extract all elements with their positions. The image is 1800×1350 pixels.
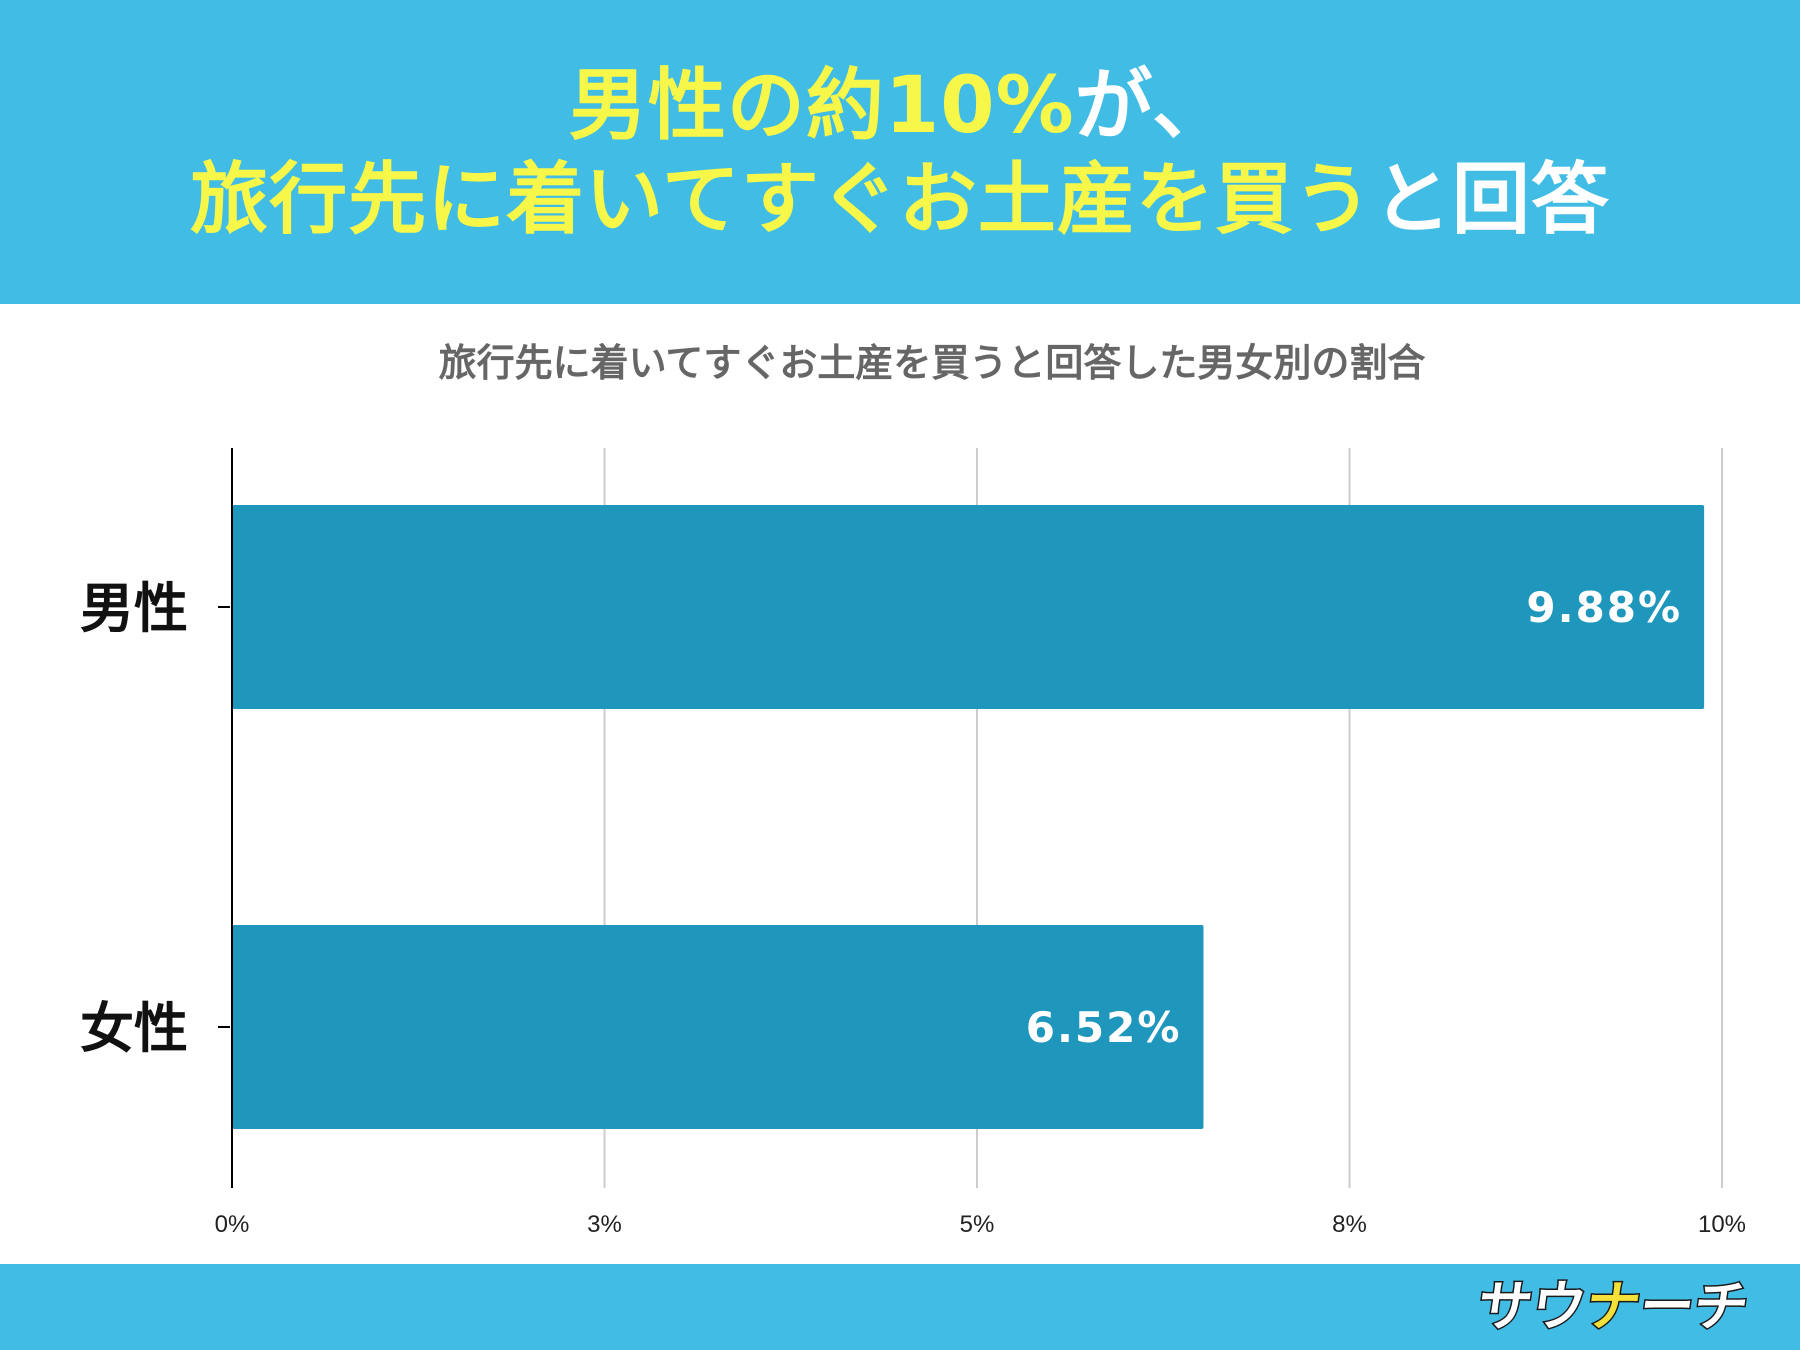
- headline-line-2: 旅行先に着いてすぐお土産を買うと回答: [0, 152, 1800, 248]
- bars: [232, 505, 1705, 1129]
- header-banner: 男性の約10%が、 旅行先に着いてすぐお土産を買うと回答: [0, 0, 1800, 304]
- logo-text-mid: ナ: [1580, 1274, 1646, 1340]
- headline-highlight: 旅行先に着いてすぐお土産を買う: [190, 155, 1373, 245]
- labels: 0% 3% 5% 8% 10% 男性 9.88% 女性 6.52%: [80, 448, 1746, 1238]
- category-label: 男性: [80, 577, 188, 640]
- site-logo: サウナーチ: [1472, 1272, 1754, 1342]
- headline-plain: と回答: [1372, 155, 1610, 245]
- bar: [232, 505, 1705, 709]
- tick-label: 3%: [587, 1211, 622, 1238]
- tick-label: 10%: [1698, 1211, 1746, 1238]
- tick-label: 8%: [1332, 1211, 1367, 1238]
- tick-label: 0%: [215, 1211, 250, 1238]
- footer-banner: サウナーチ: [0, 1264, 1800, 1350]
- bar: [232, 925, 1204, 1129]
- headline-plain: が、: [1074, 61, 1232, 151]
- headline-highlight: 男性の約10%: [568, 61, 1075, 151]
- bar-chart: 旅行先に着いてすぐお土産を買うと回答した男女別の割合 0% 3% 5% 8% 10% 男性…: [80, 341, 1746, 1238]
- logo-text-right: ーチ: [1634, 1274, 1754, 1340]
- logo-text-left: サウ: [1472, 1274, 1592, 1340]
- tick-label: 5%: [960, 1211, 995, 1238]
- chart-title: 旅行先に着いてすぐお土産を買うと回答した男女別の割合: [439, 341, 1426, 385]
- data-label: 9.88%: [1526, 583, 1682, 632]
- headline-line-1: 男性の約10%が、: [0, 58, 1800, 154]
- data-label: 6.52%: [1026, 1003, 1182, 1052]
- category-label: 女性: [80, 997, 188, 1060]
